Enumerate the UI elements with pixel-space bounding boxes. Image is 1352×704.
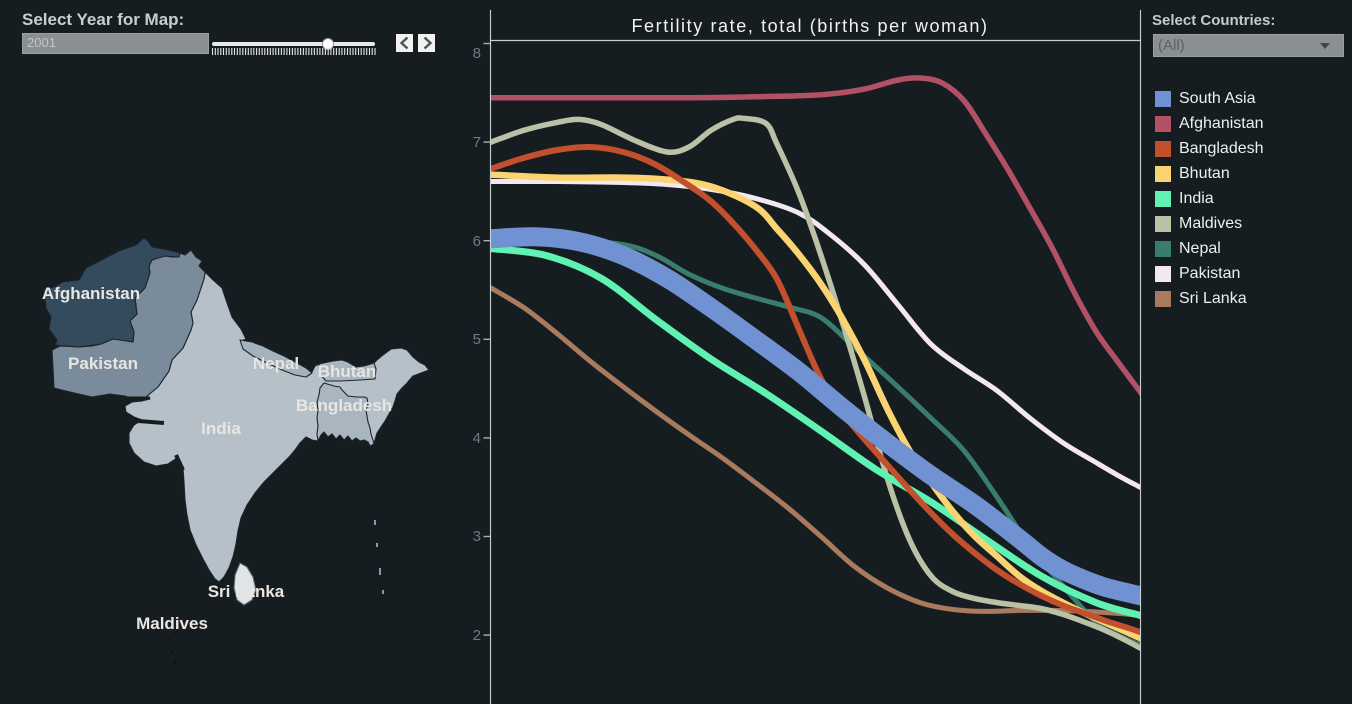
svg-text:Pakistan: Pakistan	[68, 354, 138, 373]
svg-text:Bhutan: Bhutan	[318, 362, 377, 381]
svg-text:8: 8	[473, 45, 481, 62]
svg-text:Afghanistan: Afghanistan	[42, 284, 140, 303]
svg-text:4: 4	[473, 430, 481, 447]
svg-text:Bangladesh: Bangladesh	[296, 396, 392, 415]
svg-text:Nepal: Nepal	[253, 354, 299, 373]
svg-text:2: 2	[473, 627, 481, 644]
svg-text:India: India	[201, 419, 241, 438]
svg-text:Maldives: Maldives	[136, 614, 208, 633]
svg-text:7: 7	[473, 134, 481, 151]
svg-text:3: 3	[473, 528, 481, 545]
svg-text:5: 5	[473, 331, 481, 348]
svg-text:Sri Lanka: Sri Lanka	[208, 582, 285, 601]
svg-text:6: 6	[473, 233, 481, 250]
